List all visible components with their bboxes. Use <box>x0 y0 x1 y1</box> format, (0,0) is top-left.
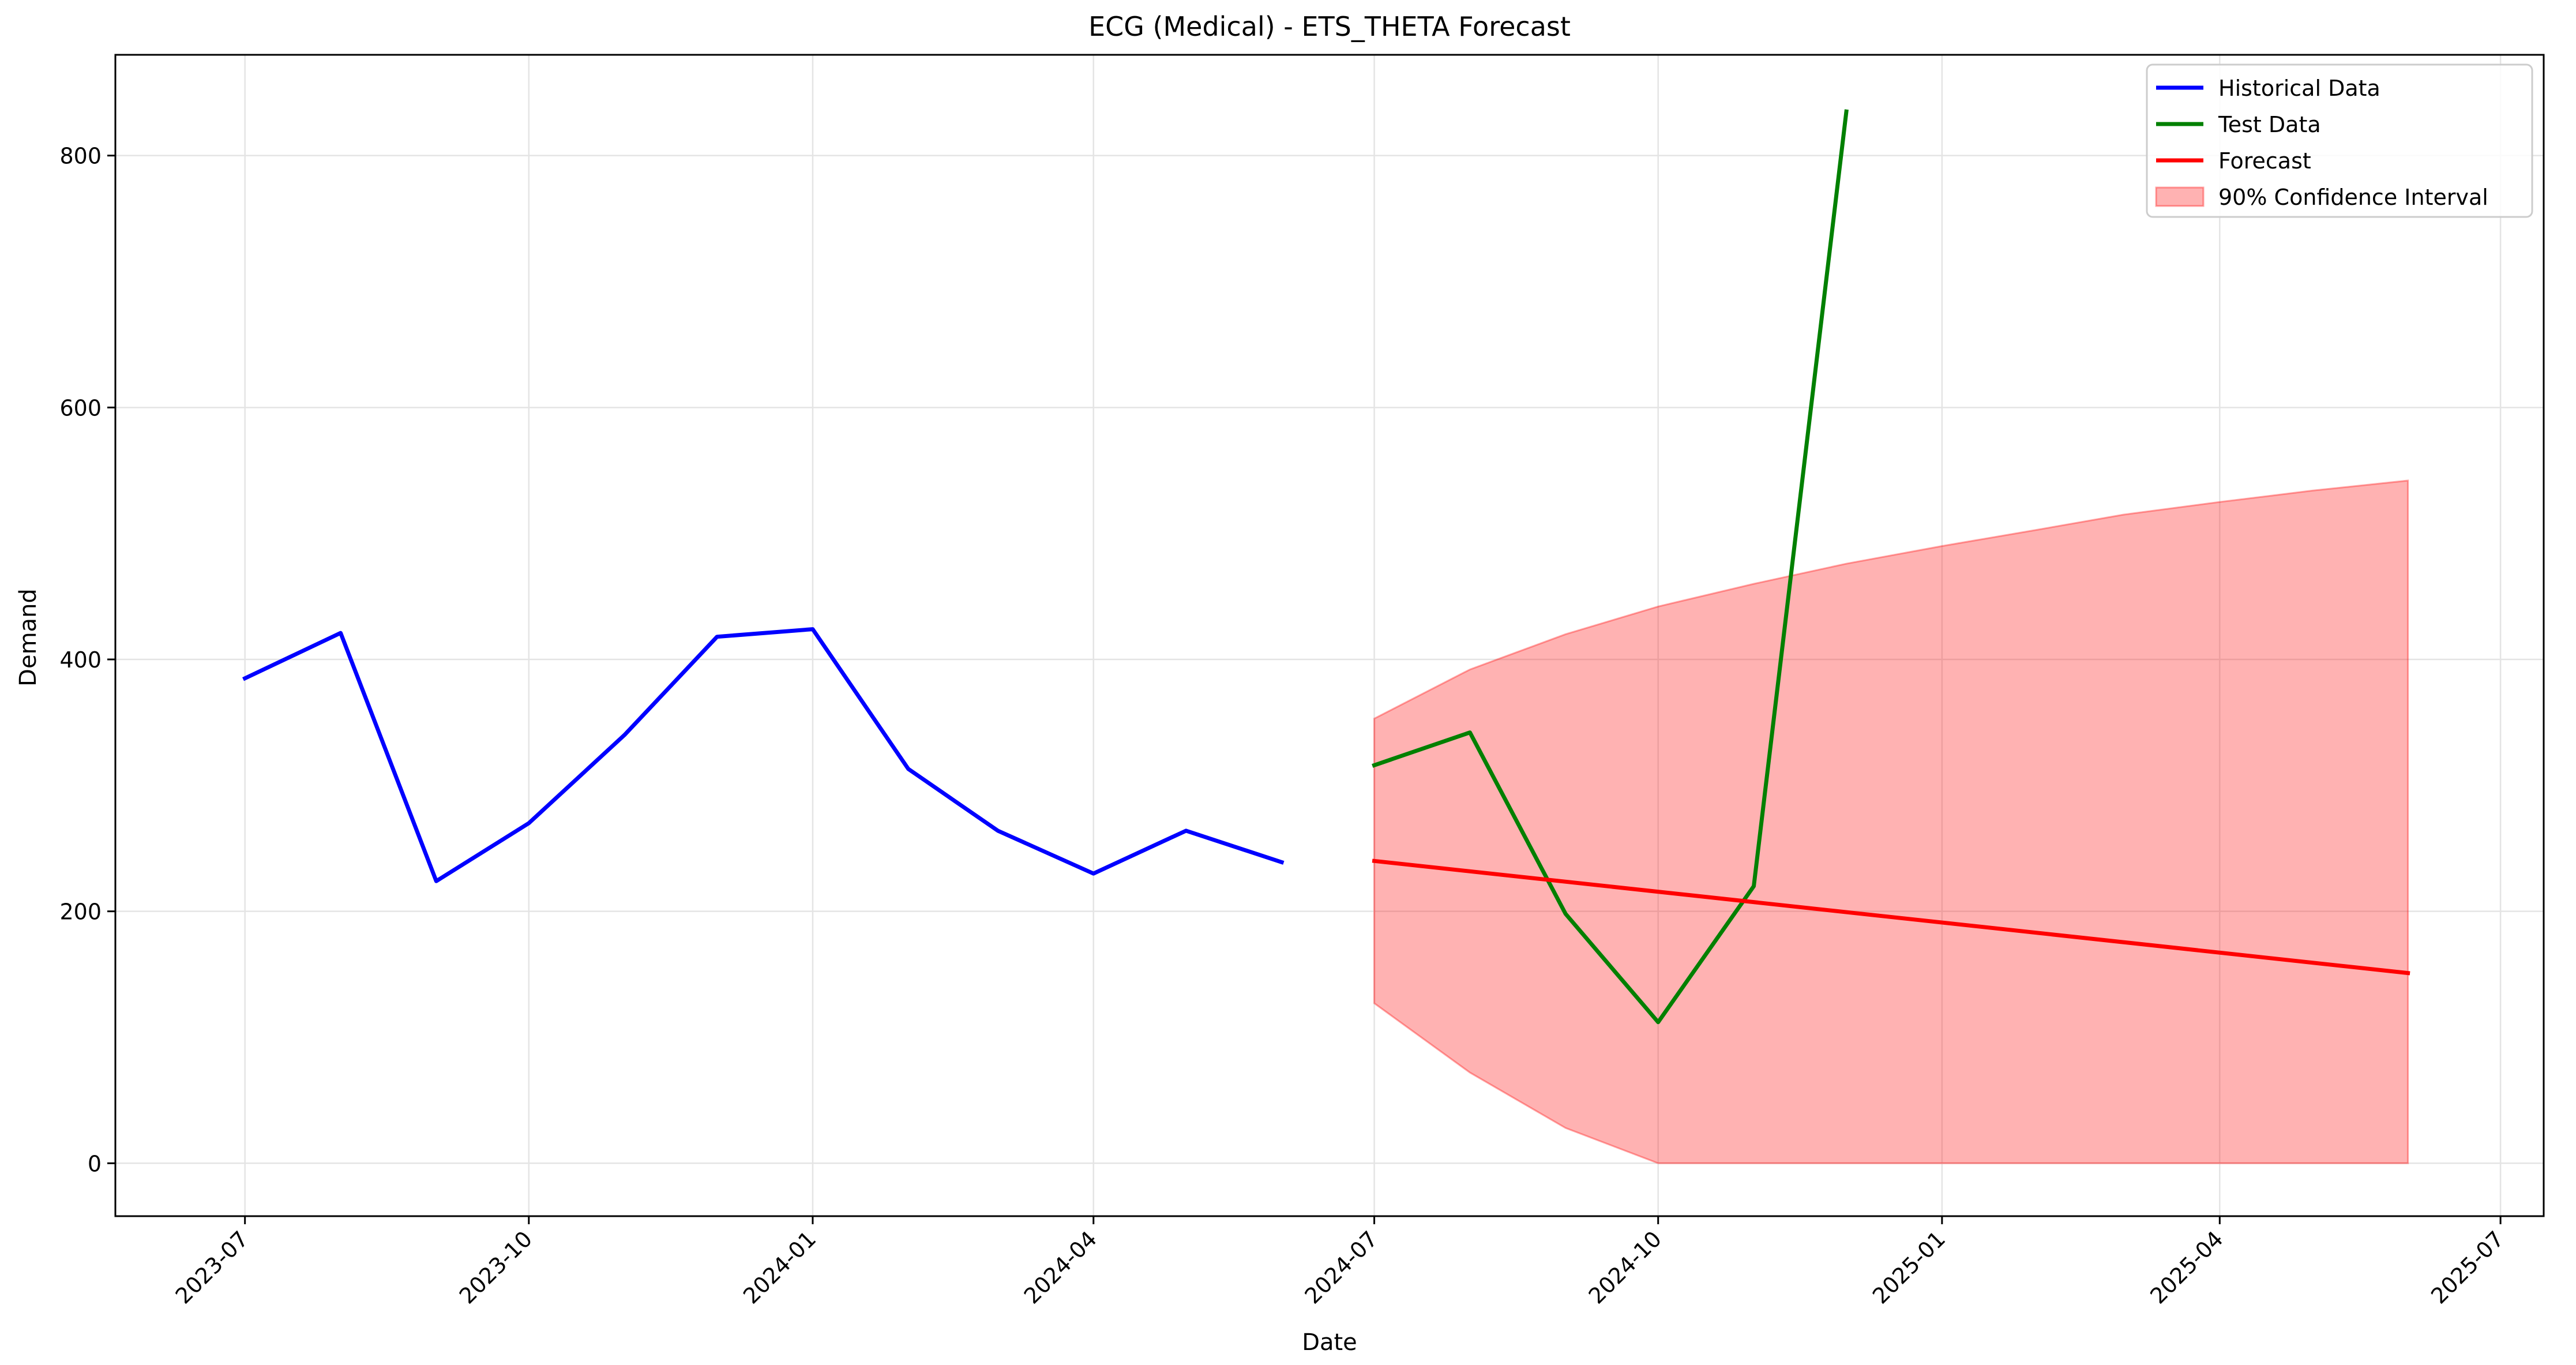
legend-label: Forecast <box>2218 148 2311 174</box>
y-tick-label: 0 <box>88 1151 102 1176</box>
legend: Historical Data Test Data Forecast 90% Conf… <box>2146 63 2533 218</box>
y-tick-label: 400 <box>59 647 102 673</box>
y-tick-label: 600 <box>59 395 102 421</box>
legend-box <box>2146 63 2533 218</box>
legend-label: Historical Data <box>2218 76 2380 101</box>
x-axis-label: Date <box>1302 1329 1357 1356</box>
test-data-line <box>1372 109 1849 1025</box>
plot-frame <box>114 54 2545 1217</box>
chart-title: ECG (Medical) - ETS_THETA Forecast <box>1088 11 1571 42</box>
y-tick-label: 800 <box>59 144 102 169</box>
legend-label: Test Data <box>2218 112 2321 137</box>
y-axis: 0 200 400 600 800 <box>59 144 115 1176</box>
historical-data-line <box>242 627 1285 883</box>
grid <box>115 55 2544 1216</box>
series-layer <box>242 109 2410 1025</box>
legend-swatch-band <box>2155 186 2205 207</box>
y-tick-label: 200 <box>59 899 102 925</box>
y-axis-label: Demand <box>15 588 42 687</box>
legend-label: 90% Confidence Interval <box>2218 185 2488 210</box>
forecast-line <box>1372 858 2410 976</box>
